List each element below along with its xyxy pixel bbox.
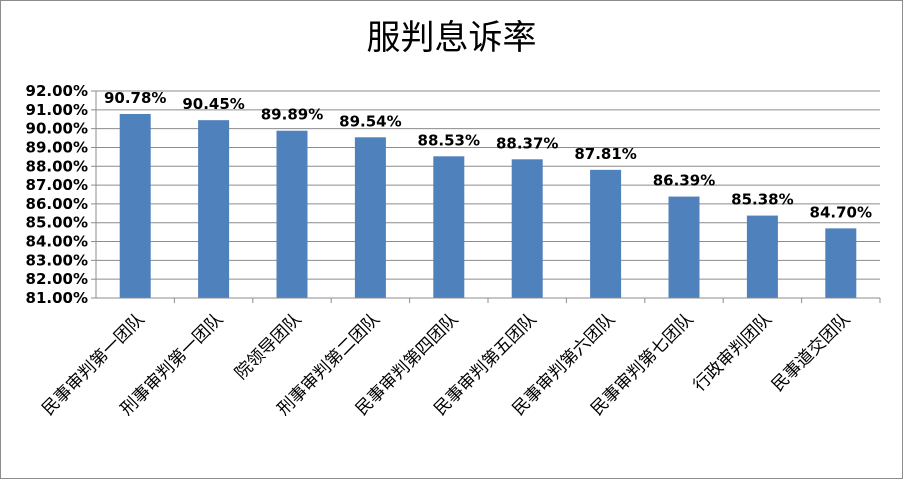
y-tick-label: 87.00%	[26, 176, 88, 194]
bar	[433, 156, 465, 298]
bars	[119, 113, 857, 298]
y-tick-label: 85.00%	[26, 214, 88, 232]
bar	[668, 196, 700, 298]
data-label: 88.53%	[418, 131, 480, 149]
category-label: 行政审判团队	[690, 309, 776, 395]
category-label: 民事道交团队	[768, 309, 854, 395]
bar	[746, 215, 778, 298]
bar	[511, 159, 543, 298]
y-tick-label: 90.00%	[26, 120, 88, 138]
data-label: 89.54%	[339, 112, 401, 130]
y-tick-label: 81.00%	[26, 289, 88, 307]
y-tick-label: 92.00%	[26, 82, 88, 100]
axes	[91, 90, 881, 303]
data-label: 90.45%	[182, 95, 244, 113]
y-tick-label: 83.00%	[26, 251, 88, 269]
bar	[198, 120, 230, 298]
category-label: 院领导团队	[231, 309, 305, 383]
y-tick-label: 86.00%	[26, 195, 88, 213]
bar	[825, 228, 857, 298]
data-label: 86.39%	[653, 172, 715, 190]
data-label: 90.78%	[104, 89, 166, 107]
bar	[276, 130, 308, 298]
chart-title: 服判息诉率	[366, 18, 537, 58]
bar	[590, 169, 622, 298]
data-label: 87.81%	[574, 145, 636, 163]
bar	[119, 113, 151, 298]
data-label: 89.89%	[261, 106, 323, 124]
bar	[354, 137, 386, 298]
data-label: 88.37%	[496, 134, 558, 152]
y-tick-label: 88.00%	[26, 157, 88, 175]
y-tick-label: 82.00%	[26, 270, 88, 288]
y-tick-label: 89.00%	[26, 138, 88, 156]
y-tick-label: 91.00%	[26, 101, 88, 119]
data-label: 85.38%	[731, 191, 793, 209]
y-tick-label: 84.00%	[26, 233, 88, 251]
data-label: 84.70%	[810, 203, 872, 221]
